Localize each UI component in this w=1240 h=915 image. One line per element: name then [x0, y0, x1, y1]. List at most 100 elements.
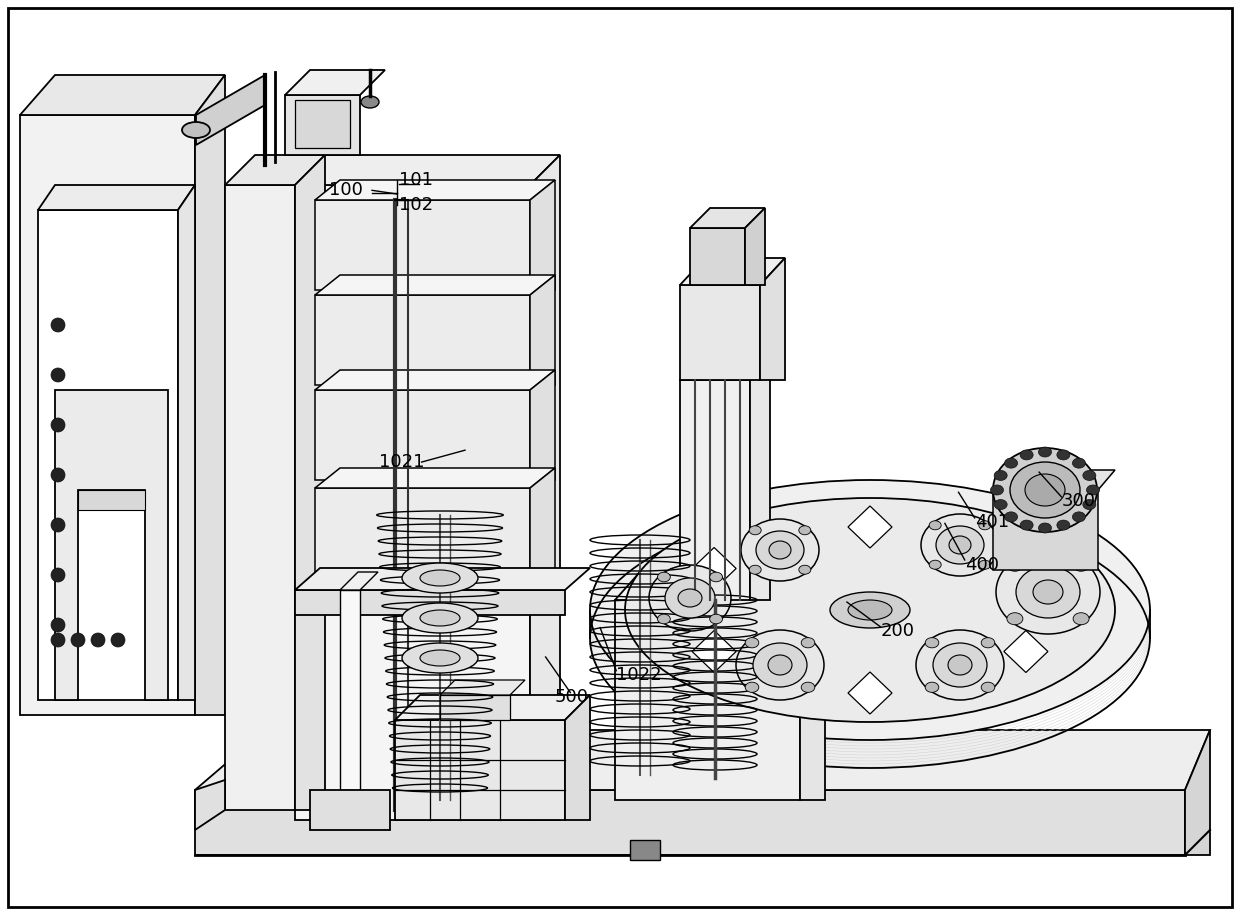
- Ellipse shape: [1016, 566, 1080, 618]
- Ellipse shape: [925, 638, 939, 648]
- Polygon shape: [20, 115, 195, 715]
- Circle shape: [51, 518, 64, 532]
- Ellipse shape: [657, 614, 671, 624]
- Ellipse shape: [1056, 450, 1070, 460]
- Circle shape: [51, 618, 64, 632]
- Ellipse shape: [1083, 500, 1096, 510]
- Polygon shape: [993, 470, 1115, 490]
- Ellipse shape: [991, 485, 1003, 495]
- Polygon shape: [315, 180, 556, 200]
- Polygon shape: [38, 185, 195, 210]
- Polygon shape: [295, 590, 565, 615]
- Polygon shape: [315, 488, 529, 578]
- Ellipse shape: [768, 655, 792, 675]
- Polygon shape: [315, 200, 529, 290]
- Ellipse shape: [1007, 613, 1023, 625]
- Ellipse shape: [993, 448, 1097, 532]
- Ellipse shape: [745, 638, 759, 648]
- Polygon shape: [680, 258, 785, 285]
- Polygon shape: [529, 370, 556, 480]
- Polygon shape: [680, 285, 760, 380]
- Ellipse shape: [1033, 580, 1063, 604]
- Text: 500: 500: [554, 688, 588, 706]
- Polygon shape: [315, 295, 529, 385]
- Ellipse shape: [929, 521, 941, 530]
- Polygon shape: [1004, 630, 1048, 673]
- Ellipse shape: [848, 600, 892, 620]
- Ellipse shape: [420, 570, 460, 586]
- Ellipse shape: [737, 630, 825, 700]
- Text: 100: 100: [329, 181, 362, 199]
- Polygon shape: [340, 590, 360, 790]
- Polygon shape: [340, 572, 378, 590]
- Text: 1021: 1021: [379, 453, 425, 471]
- Ellipse shape: [753, 643, 807, 687]
- Ellipse shape: [936, 526, 985, 564]
- Polygon shape: [440, 680, 525, 695]
- Polygon shape: [78, 490, 145, 510]
- Circle shape: [112, 633, 125, 647]
- Polygon shape: [285, 95, 360, 155]
- Ellipse shape: [756, 531, 804, 569]
- Polygon shape: [630, 840, 660, 860]
- Ellipse shape: [929, 560, 941, 569]
- Circle shape: [91, 633, 105, 647]
- Ellipse shape: [1007, 559, 1023, 571]
- Polygon shape: [315, 390, 529, 480]
- Ellipse shape: [1083, 470, 1096, 480]
- Circle shape: [51, 418, 64, 432]
- Circle shape: [51, 633, 64, 647]
- Polygon shape: [310, 790, 391, 830]
- Polygon shape: [224, 185, 295, 810]
- Polygon shape: [692, 630, 737, 673]
- Polygon shape: [760, 258, 785, 380]
- Circle shape: [51, 468, 64, 482]
- Polygon shape: [750, 358, 770, 600]
- Polygon shape: [615, 600, 800, 800]
- Polygon shape: [38, 210, 179, 700]
- Ellipse shape: [1073, 511, 1085, 522]
- Ellipse shape: [921, 514, 999, 576]
- Polygon shape: [55, 390, 167, 700]
- Polygon shape: [848, 672, 892, 714]
- Ellipse shape: [1073, 559, 1089, 571]
- Ellipse shape: [742, 519, 818, 581]
- Ellipse shape: [420, 610, 460, 626]
- Polygon shape: [1185, 730, 1210, 855]
- Ellipse shape: [830, 592, 910, 628]
- Polygon shape: [440, 695, 510, 720]
- Ellipse shape: [996, 550, 1100, 634]
- Polygon shape: [848, 506, 892, 548]
- Ellipse shape: [1086, 485, 1100, 495]
- Ellipse shape: [749, 565, 761, 575]
- Polygon shape: [196, 75, 265, 145]
- Text: 300: 300: [1061, 492, 1095, 511]
- Polygon shape: [195, 75, 224, 715]
- Polygon shape: [315, 370, 556, 390]
- Polygon shape: [993, 490, 1097, 570]
- Ellipse shape: [799, 565, 811, 575]
- Ellipse shape: [1004, 511, 1018, 522]
- Polygon shape: [179, 185, 195, 700]
- Polygon shape: [680, 358, 770, 380]
- Polygon shape: [315, 275, 556, 295]
- Polygon shape: [565, 695, 590, 820]
- Polygon shape: [745, 208, 765, 285]
- Ellipse shape: [801, 683, 815, 693]
- Polygon shape: [1004, 547, 1048, 589]
- Polygon shape: [680, 380, 750, 600]
- Ellipse shape: [981, 683, 994, 693]
- Text: 200: 200: [880, 622, 914, 640]
- Ellipse shape: [402, 603, 477, 633]
- Ellipse shape: [949, 536, 971, 554]
- Polygon shape: [285, 70, 384, 95]
- Text: 101: 101: [399, 171, 433, 189]
- Text: 400: 400: [965, 555, 998, 574]
- Polygon shape: [195, 790, 1185, 855]
- Ellipse shape: [769, 541, 791, 559]
- Ellipse shape: [709, 572, 723, 582]
- Ellipse shape: [402, 643, 477, 673]
- Ellipse shape: [625, 498, 1115, 722]
- Polygon shape: [396, 720, 565, 820]
- Ellipse shape: [1004, 458, 1018, 468]
